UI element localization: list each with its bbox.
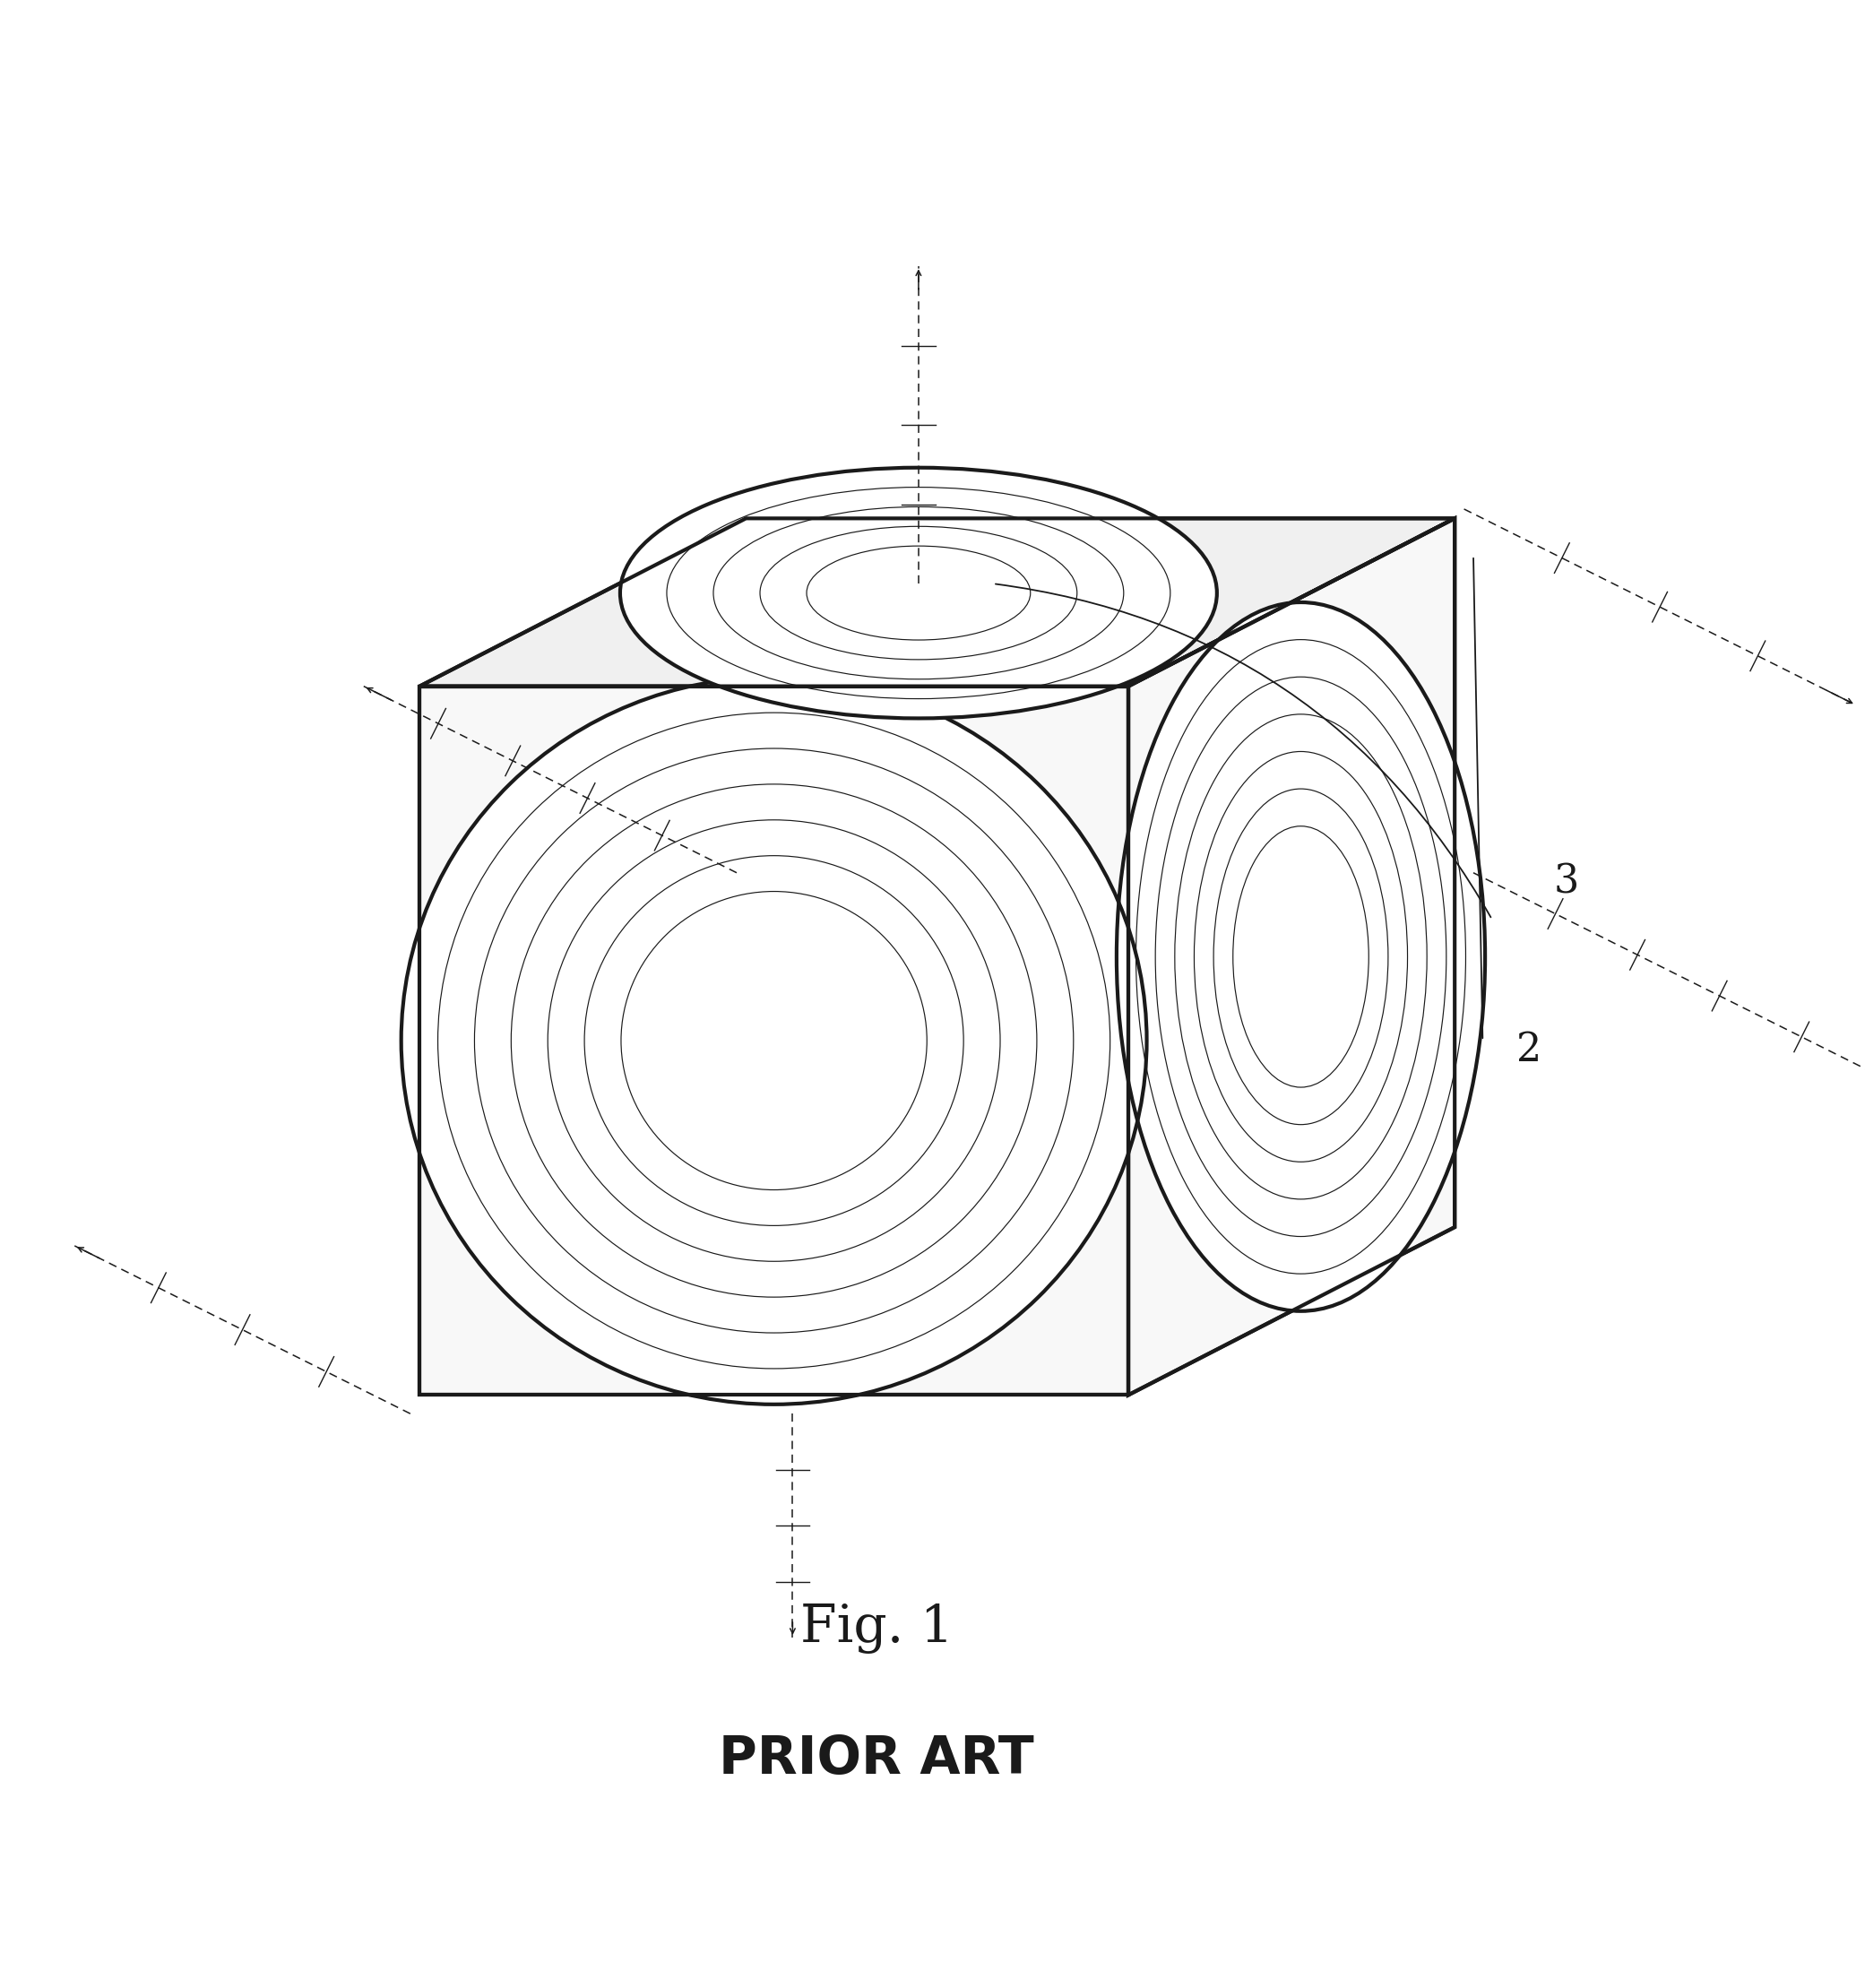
FancyArrowPatch shape (996, 584, 1490, 916)
Polygon shape (420, 686, 1128, 1396)
Ellipse shape (619, 467, 1216, 718)
Text: 3: 3 (1554, 863, 1580, 901)
Text: 2: 2 (1516, 1030, 1542, 1070)
Polygon shape (420, 519, 1455, 686)
Ellipse shape (1117, 602, 1485, 1310)
Polygon shape (1128, 519, 1455, 1396)
Text: PRIOR ART: PRIOR ART (718, 1734, 1035, 1785)
Text: Fig. 1: Fig. 1 (800, 1602, 953, 1654)
Ellipse shape (401, 678, 1147, 1404)
